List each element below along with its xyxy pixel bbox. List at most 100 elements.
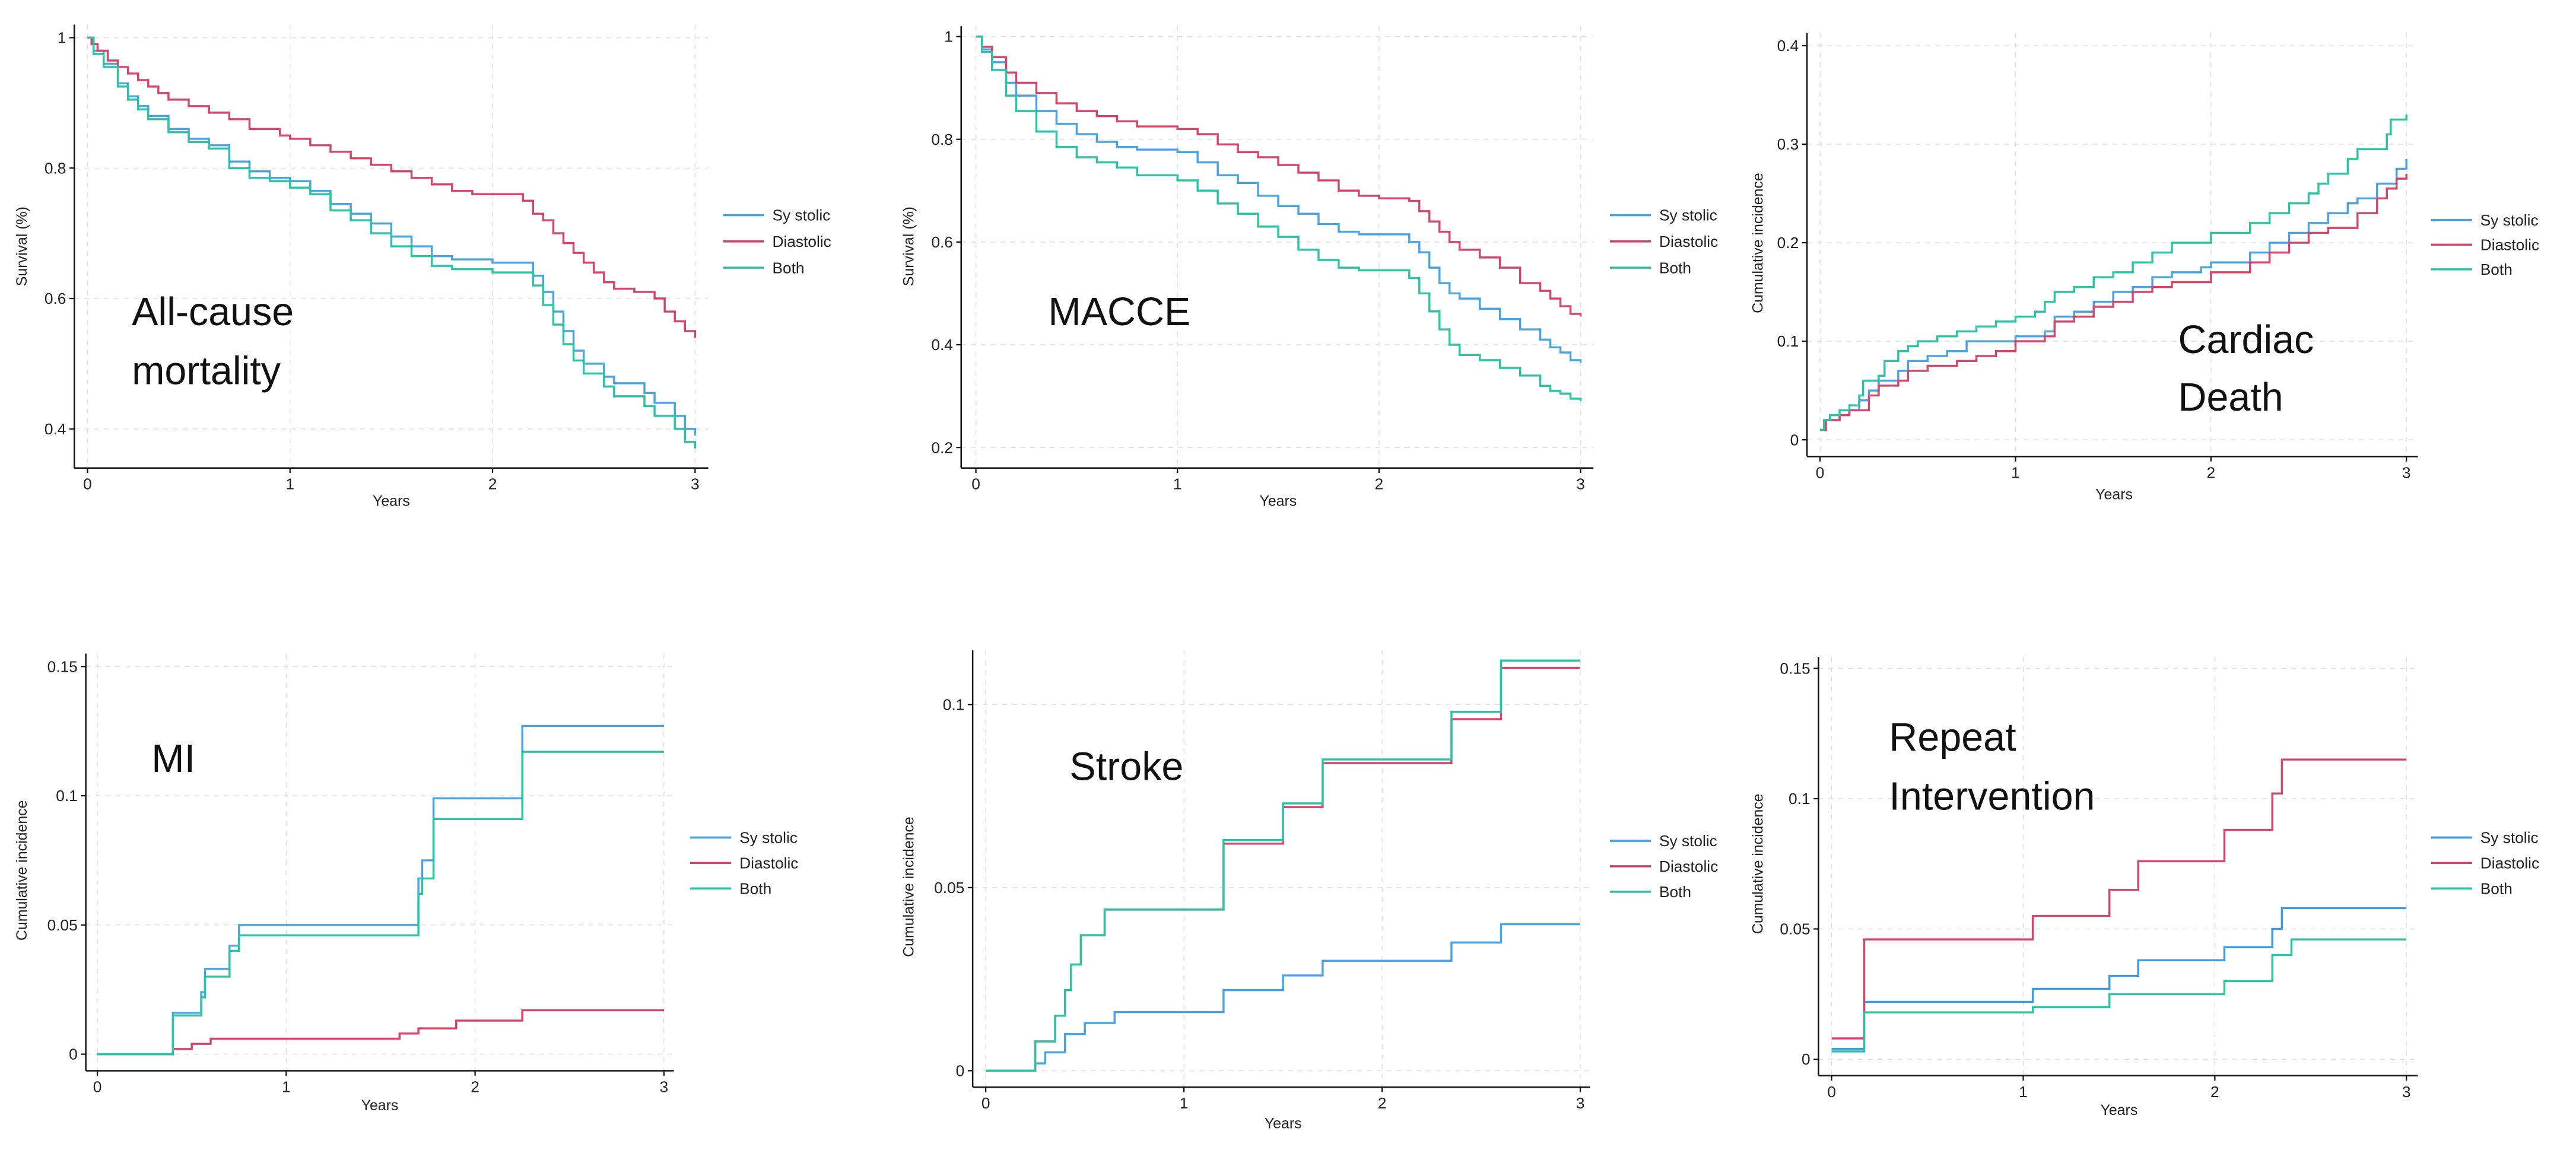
legend: Sy stolic Diastolic Both bbox=[1609, 832, 1718, 901]
legend-label: Diastolic bbox=[2480, 854, 2539, 872]
x-tick-label: 1 bbox=[1180, 1094, 1189, 1112]
y-axis-label: Cumulative incidence bbox=[1749, 793, 1766, 934]
panel-title: mortality bbox=[132, 350, 281, 393]
series-line-both bbox=[87, 36, 697, 449]
legend-label: Both bbox=[1659, 883, 1691, 901]
legend-item: Diastolic bbox=[2431, 236, 2539, 254]
legend: Sy stolic Diastolic Both bbox=[2431, 829, 2539, 897]
y-tick-label: 0.2 bbox=[1777, 234, 1799, 252]
series-group bbox=[1831, 758, 2407, 1053]
legend-label: Sy stolic bbox=[739, 829, 798, 847]
x-tick-label: 1 bbox=[2011, 463, 2020, 481]
x-tick-label: 2 bbox=[2207, 463, 2216, 481]
legend-item: Diastolic bbox=[2431, 854, 2539, 872]
y-tick-label: 0 bbox=[1802, 1050, 1810, 1068]
legend-item: Sy stolic bbox=[1609, 206, 1717, 224]
y-tick-label: 0.1 bbox=[943, 695, 965, 713]
series-line-diastolic bbox=[976, 35, 1582, 317]
x-tick-label: 2 bbox=[1378, 1094, 1387, 1112]
legend-item: Both bbox=[2431, 260, 2513, 278]
legend-item: Both bbox=[723, 259, 805, 277]
x-tick-label: 0 bbox=[982, 1094, 990, 1112]
y-axis-label: Cumulative incidence bbox=[1749, 173, 1766, 313]
series-group bbox=[976, 35, 1582, 402]
panel-title: All-cause bbox=[132, 290, 294, 334]
series-line-systolic bbox=[1820, 158, 2407, 431]
legend-item: Both bbox=[1609, 259, 1691, 277]
y-tick-label: 0.6 bbox=[45, 290, 66, 307]
legend-label: Diastolic bbox=[772, 233, 831, 250]
x-axis-label: Years bbox=[2095, 486, 2133, 503]
legend-item: Sy stolic bbox=[723, 206, 830, 224]
y-tick-label: 0.15 bbox=[47, 657, 78, 675]
panel-title: Death bbox=[2178, 376, 2283, 420]
y-tick-label: 0.8 bbox=[931, 131, 953, 148]
series-line-both bbox=[1831, 938, 2407, 1053]
series-group bbox=[986, 659, 1581, 1072]
legend-item: Sy stolic bbox=[2431, 211, 2539, 229]
y-tick-label: 0.8 bbox=[45, 159, 66, 177]
panel-title: Stroke bbox=[1069, 745, 1183, 789]
x-tick-label: 2 bbox=[471, 1078, 479, 1095]
x-tick-label: 2 bbox=[2210, 1083, 2219, 1101]
legend-label: Diastolic bbox=[2480, 236, 2539, 254]
y-tick-label: 0.2 bbox=[931, 439, 953, 456]
y-tick-label: 0.05 bbox=[47, 916, 78, 934]
legend-label: Sy stolic bbox=[1659, 206, 1717, 224]
panel-title: Intervention bbox=[1889, 774, 2095, 818]
x-axis-label: Years bbox=[1265, 1115, 1302, 1132]
legend: Sy stolic Diastolic Both bbox=[1609, 206, 1718, 277]
legend-item: Sy stolic bbox=[1609, 832, 1717, 850]
y-axis-label: Cumulative incidence bbox=[900, 816, 917, 957]
legend-item: Sy stolic bbox=[690, 829, 798, 847]
legend-label: Both bbox=[1659, 259, 1691, 277]
y-tick-label: 0.4 bbox=[45, 420, 66, 438]
chart-panel-5: 0 0.05 0.1 0 1 2 3 Years Cumulative incidence Sy … bbox=[900, 650, 1718, 1132]
x-axis-label: Years bbox=[361, 1097, 399, 1114]
y-tick-label: 0.05 bbox=[934, 879, 964, 897]
series-line-both bbox=[97, 751, 664, 1056]
chart-panel-6: 0 0.05 0.1 0.15 0 1 2 3 Years Cumulative incidenc… bbox=[1749, 657, 2539, 1119]
series-group bbox=[87, 36, 697, 449]
series-line-systolic bbox=[976, 35, 1582, 363]
y-tick-label: 1 bbox=[944, 28, 953, 46]
x-tick-label: 0 bbox=[93, 1078, 102, 1095]
x-tick-label: 3 bbox=[2402, 1083, 2411, 1101]
y-tick-label: 0.3 bbox=[1777, 135, 1799, 153]
panel-title: MACCE bbox=[1048, 290, 1190, 334]
legend: Sy stolic Diastolic Both bbox=[690, 829, 798, 897]
y-tick-label: 0.15 bbox=[1780, 659, 1810, 677]
y-tick-label: 0 bbox=[69, 1046, 78, 1063]
legend-item: Diastolic bbox=[1609, 233, 1718, 250]
series-line-both bbox=[1820, 115, 2407, 431]
y-axis-label: Survival (%) bbox=[14, 206, 30, 286]
legend-label: Both bbox=[772, 259, 804, 277]
x-tick-label: 3 bbox=[2402, 463, 2411, 481]
legend: Sy stolic Diastolic Both bbox=[2431, 211, 2539, 278]
x-tick-label: 3 bbox=[1576, 1094, 1585, 1112]
y-tick-label: 0.4 bbox=[931, 336, 953, 354]
legend-label: Sy stolic bbox=[772, 206, 830, 224]
x-tick-label: 3 bbox=[660, 1078, 669, 1095]
legend-label: Diastolic bbox=[739, 854, 798, 872]
legend-item: Sy stolic bbox=[2431, 829, 2539, 847]
y-tick-label: 0 bbox=[956, 1062, 965, 1080]
y-tick-label: 0.1 bbox=[56, 787, 78, 805]
y-tick-label: 0 bbox=[1790, 431, 1799, 449]
x-axis-label: Years bbox=[373, 493, 410, 509]
y-axis-label: Survival (%) bbox=[900, 206, 917, 286]
x-tick-label: 1 bbox=[1173, 475, 1182, 493]
series-line-systolic bbox=[986, 923, 1581, 1072]
legend-item: Both bbox=[2431, 879, 2513, 897]
legend-label: Both bbox=[739, 879, 771, 897]
x-tick-label: 0 bbox=[1816, 463, 1825, 481]
chart-panel-4: 0 0.05 0.1 0.15 0 1 2 3 Years Cumulative incidenc… bbox=[14, 653, 798, 1114]
x-tick-label: 2 bbox=[1375, 475, 1384, 493]
panel-title: MI bbox=[151, 737, 195, 781]
series-group bbox=[1820, 115, 2407, 431]
legend-label: Sy stolic bbox=[2480, 211, 2539, 229]
series-line-both bbox=[986, 659, 1581, 1072]
legend-item: Diastolic bbox=[690, 854, 798, 872]
x-tick-label: 0 bbox=[83, 475, 92, 493]
